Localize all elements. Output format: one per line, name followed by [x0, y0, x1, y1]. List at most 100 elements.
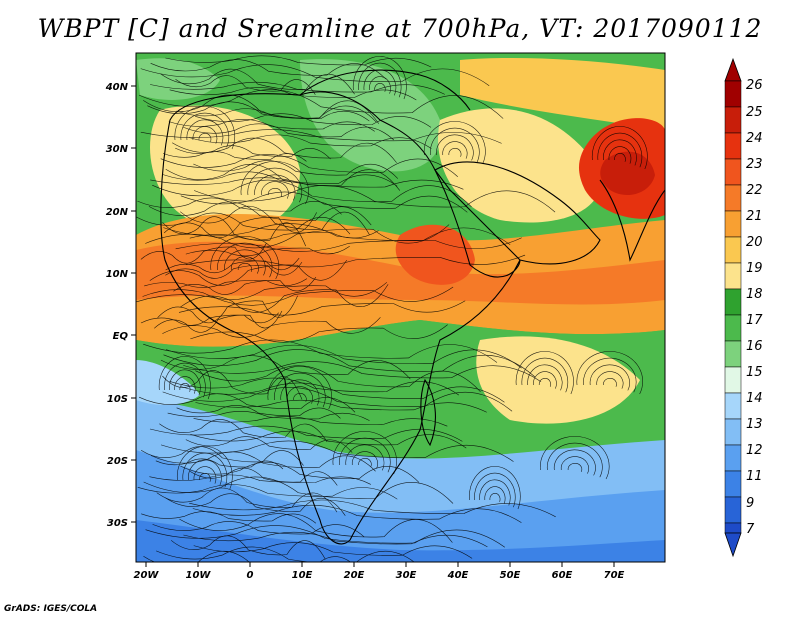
streamline — [150, 59, 387, 80]
streamline — [138, 89, 504, 119]
streamline — [168, 119, 375, 132]
colorbar-label-18: 18 — [746, 287, 763, 302]
lon-axis: 20W 10W 0 10E 20E 30E 40E 50E 60E 70E — [134, 562, 625, 581]
colorbar-label-20: 20 — [746, 235, 763, 250]
colorbar-label-16: 16 — [746, 339, 763, 354]
streamline — [144, 278, 308, 288]
field-north-warm — [460, 58, 665, 130]
streamline-swirl — [352, 56, 407, 100]
lon-label-60e: 60E — [552, 570, 573, 581]
lon-label-10w: 10W — [186, 570, 212, 581]
colorbar-swatch-16 — [724, 340, 742, 368]
streamline-swirl — [345, 444, 385, 471]
grads-credit: GrADS: IGES/COLA — [4, 604, 98, 614]
africa-coast — [160, 91, 521, 545]
streamline-swirl — [448, 147, 462, 157]
streamline-swirl — [603, 139, 637, 166]
streamline — [152, 521, 365, 538]
streamline-swirl — [474, 472, 516, 508]
streamline — [143, 94, 379, 124]
streamline — [165, 344, 522, 369]
streamline — [163, 349, 536, 378]
colorbar-swatch-23 — [724, 158, 742, 186]
streamline — [165, 493, 346, 516]
map-title: WBPT [C] and Sreamline at 700hPa, VT: 20… — [37, 14, 763, 43]
streamline — [176, 405, 341, 419]
streamline — [173, 277, 317, 295]
lat-label-30s: 30S — [107, 518, 128, 529]
streamline-swirl — [521, 357, 569, 393]
streamline — [162, 171, 398, 187]
streamline — [138, 393, 356, 413]
streamline — [180, 382, 505, 403]
streamline — [195, 113, 432, 128]
lon-label-20e: 20E — [344, 570, 365, 581]
streamline — [145, 224, 450, 249]
streamline — [150, 177, 464, 190]
colorbar-label-9: 9 — [746, 496, 754, 511]
colorbar-swatch-11 — [724, 470, 742, 498]
streamline — [178, 300, 466, 316]
streamline-swirl — [479, 479, 511, 506]
streamline — [188, 134, 432, 149]
field-arabian-peak — [395, 224, 475, 285]
streamline-swirl — [603, 378, 617, 387]
streamline-swirl — [182, 452, 228, 488]
colorbar-label-17: 17 — [746, 313, 763, 328]
colorbar-label-15: 15 — [746, 365, 763, 380]
streamline-swirl — [591, 126, 648, 170]
streamline — [189, 230, 379, 241]
streamline — [165, 261, 303, 279]
streamline-swirl — [332, 431, 397, 475]
streamline-swirl — [254, 174, 296, 201]
streamline — [185, 246, 350, 257]
lat-label-30n: 30N — [106, 144, 129, 155]
streamline — [148, 201, 372, 226]
streamline — [154, 310, 283, 333]
streamline — [143, 476, 454, 504]
field-south-indian-warm — [476, 336, 640, 424]
streamline — [159, 419, 328, 443]
streamline-swirl — [469, 466, 521, 510]
streamline — [162, 317, 381, 338]
colorbar-label-7: 7 — [746, 522, 755, 537]
streamline — [175, 237, 522, 252]
lon-label-20w: 20W — [134, 570, 160, 581]
streamline — [163, 212, 317, 238]
lat-label-20n: 20N — [106, 207, 129, 218]
streamline — [143, 550, 351, 562]
madagascar-coast — [420, 378, 436, 447]
streamline-swirl — [546, 442, 603, 478]
streamline — [137, 484, 398, 500]
colorbar-label-12: 12 — [746, 443, 763, 458]
lon-label-50e: 50E — [500, 570, 521, 581]
colorbar-label-26: 26 — [746, 78, 763, 93]
streamline — [192, 504, 522, 523]
streamline — [141, 511, 317, 524]
lat-label-20s: 20S — [107, 456, 128, 467]
streamline-swirl — [261, 181, 289, 199]
streamline — [150, 81, 445, 95]
streamline-swirl — [484, 486, 506, 504]
streamline — [162, 370, 303, 400]
streamline — [185, 436, 353, 453]
streamline — [162, 387, 513, 412]
streamline — [149, 474, 371, 485]
colorbar-swatch-18 — [724, 288, 742, 316]
streamline — [152, 179, 472, 208]
streamline — [180, 461, 420, 483]
map-plot-area — [136, 53, 665, 562]
lat-label-10n: 10N — [106, 269, 129, 280]
streamline-swirl — [583, 357, 637, 393]
streamline-swirl — [589, 364, 630, 391]
lat-label-eq: EQ — [113, 331, 129, 342]
streamline-swirl — [540, 436, 610, 480]
streamline — [140, 64, 490, 86]
streamline-swirl — [217, 242, 273, 278]
streamline — [150, 451, 376, 472]
colorbar-swatch-7 — [724, 522, 742, 534]
streamline — [183, 531, 488, 548]
colorbar-swatch-14 — [724, 392, 742, 420]
streamline — [160, 355, 411, 380]
colorbar-label-11: 11 — [746, 469, 763, 484]
